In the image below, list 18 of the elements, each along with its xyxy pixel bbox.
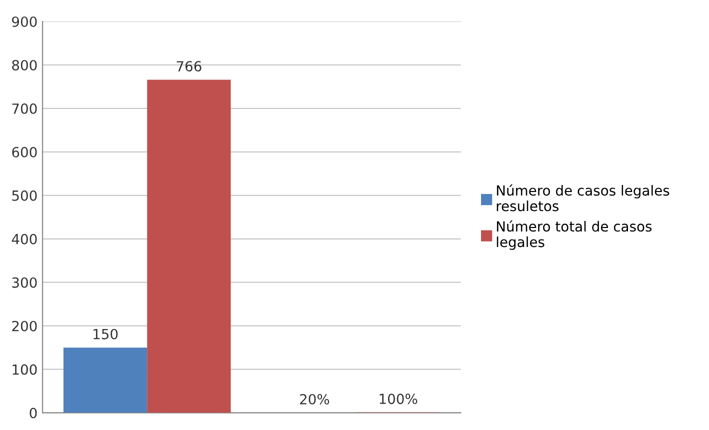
- data-label: 150: [94, 328, 118, 340]
- data-label: 766: [176, 61, 202, 72]
- bar: [147, 80, 231, 413]
- y-tick-label: 100: [12, 364, 37, 375]
- legend-label: Número total de casos legales: [496, 220, 652, 250]
- y-tick-label: 800: [12, 60, 37, 70]
- y-tick-label: 600: [12, 146, 37, 158]
- y-tick-label: 0: [30, 408, 37, 418]
- y-tick-label: 900: [12, 16, 37, 27]
- y-tick-label: 500: [12, 190, 37, 201]
- y-tick-label: 400: [12, 234, 37, 244]
- y-tick-label: 200: [12, 320, 37, 332]
- y-tick-label: 300: [12, 277, 37, 288]
- data-label: 100%: [380, 394, 418, 404]
- y-tick-label: 700: [12, 103, 37, 114]
- legend-label: Número de casos legales resuletos: [496, 184, 670, 212]
- bar: [63, 348, 148, 413]
- data-label: 20%: [300, 394, 330, 404]
